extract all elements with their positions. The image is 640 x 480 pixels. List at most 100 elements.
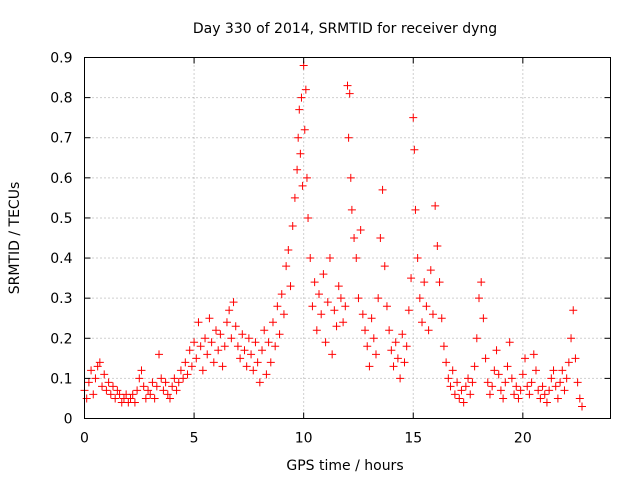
data-point <box>569 306 578 315</box>
data-point <box>294 133 303 142</box>
data-point <box>501 378 510 387</box>
data-point <box>317 310 326 319</box>
data-point <box>341 302 350 311</box>
data-point <box>409 113 418 122</box>
data-point <box>521 354 530 363</box>
data-point <box>286 282 295 291</box>
data-point <box>439 342 448 351</box>
data-point <box>431 201 440 210</box>
data-point <box>141 394 150 403</box>
data-point <box>512 382 521 391</box>
data-point <box>279 310 288 319</box>
data-point <box>428 310 437 319</box>
data-point <box>301 85 310 94</box>
data-point <box>218 362 227 371</box>
data-point <box>393 354 402 363</box>
data-point <box>111 394 120 403</box>
y-tick-label: 0.3 <box>50 291 72 307</box>
data-point <box>194 318 203 327</box>
data-point <box>203 350 212 359</box>
data-point <box>321 338 330 347</box>
data-point <box>516 386 525 395</box>
data-point <box>529 350 538 359</box>
data-point <box>466 390 475 399</box>
data-point <box>571 354 580 363</box>
data-point <box>415 294 424 303</box>
data-point <box>174 378 183 387</box>
y-axis-label: SRMTID / TECUs <box>7 182 23 295</box>
data-point <box>247 350 256 359</box>
data-point <box>382 302 391 311</box>
x-tick-label: 15 <box>404 431 422 447</box>
data-point <box>507 374 516 383</box>
data-point <box>450 390 459 399</box>
data-point <box>130 398 139 407</box>
data-point <box>126 394 135 403</box>
data-point <box>144 386 153 395</box>
data-point <box>216 330 225 339</box>
data-point <box>485 390 494 399</box>
data-point <box>510 390 519 399</box>
data-point <box>354 294 363 303</box>
x-tick-label: 5 <box>190 431 199 447</box>
data-point <box>573 378 582 387</box>
data-point <box>410 145 419 154</box>
data-point <box>205 314 214 323</box>
data-point <box>155 350 164 359</box>
data-point <box>376 234 385 242</box>
data-point <box>358 310 367 319</box>
x-tick-label: 0 <box>80 431 89 447</box>
x-tick-labels: 0 5 10 15 20 <box>80 431 532 447</box>
data-points <box>80 61 587 411</box>
data-point <box>157 374 166 383</box>
data-point <box>365 362 374 371</box>
data-point <box>396 374 405 383</box>
data-point <box>330 306 339 315</box>
data-point <box>551 382 560 391</box>
data-point <box>260 326 269 335</box>
data-point <box>398 330 407 339</box>
data-point <box>422 302 431 311</box>
data-point <box>240 346 249 355</box>
data-point <box>236 354 245 363</box>
data-point <box>201 334 210 343</box>
data-point <box>231 322 240 331</box>
data-point <box>302 173 311 182</box>
data-point <box>361 326 370 335</box>
data-point <box>296 149 305 158</box>
data-point <box>159 386 168 395</box>
data-point <box>562 374 571 383</box>
data-point <box>578 402 587 411</box>
data-point <box>135 374 144 383</box>
data-point <box>179 374 188 383</box>
data-point <box>207 338 216 347</box>
data-point <box>290 193 299 202</box>
y-tick-label: 0.1 <box>50 371 72 387</box>
data-point <box>192 354 201 363</box>
data-point <box>336 294 345 303</box>
data-point <box>575 394 584 403</box>
data-point <box>298 181 307 190</box>
data-point <box>542 398 551 407</box>
data-point <box>461 382 470 391</box>
data-point <box>220 342 229 351</box>
data-point <box>369 334 378 343</box>
y-tick-label: 0.6 <box>50 171 72 187</box>
data-point <box>564 358 573 367</box>
data-point <box>389 362 398 371</box>
data-point <box>190 338 199 347</box>
data-point <box>225 306 234 315</box>
y-tick-label: 0.9 <box>50 51 72 67</box>
data-point <box>525 390 534 399</box>
data-point <box>380 262 389 271</box>
data-point <box>402 342 411 351</box>
data-point <box>304 213 313 222</box>
data-point <box>242 362 251 371</box>
data-point <box>275 330 284 339</box>
data-point <box>328 350 337 359</box>
data-point <box>479 314 488 323</box>
data-point <box>534 386 543 395</box>
data-point <box>93 362 102 371</box>
data-point <box>150 394 159 403</box>
